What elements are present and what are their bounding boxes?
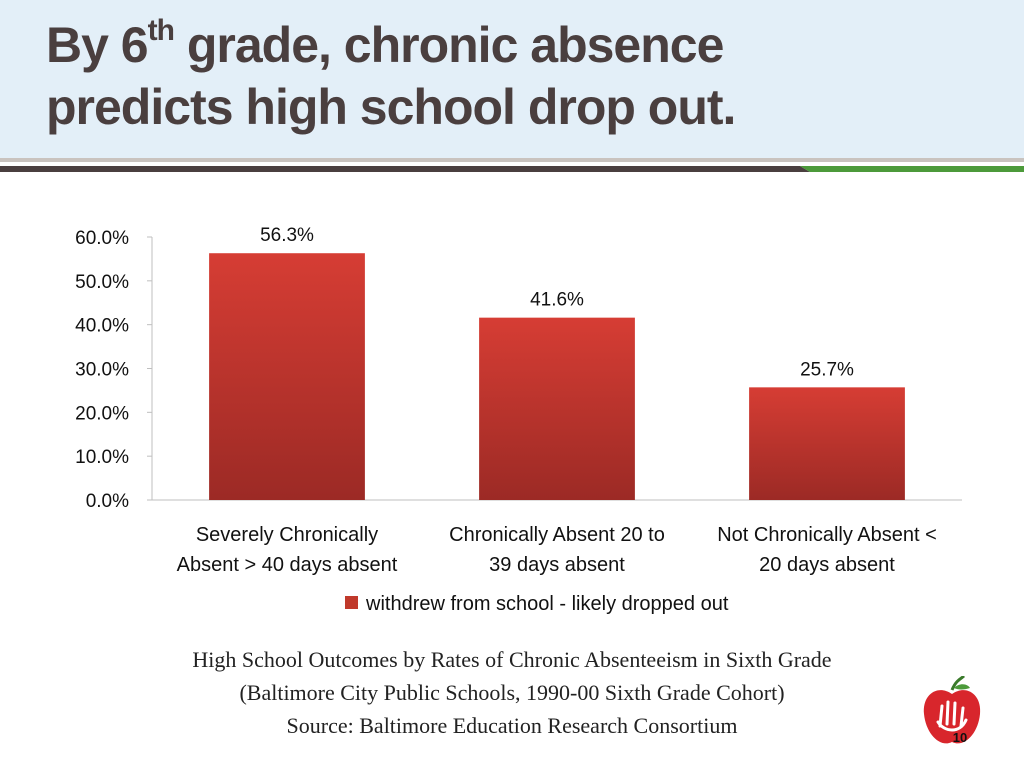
caption-line2: (Baltimore City Public Schools, 1990-00 …: [239, 680, 785, 705]
data-label: 41.6%: [530, 290, 584, 311]
bar-chart: 0.0% 10.0% 20.0% 30.0% 40.0% 50.0% 60.0% 56.3% S…: [0, 166, 1024, 615]
y-tick-label: 40.0%: [75, 316, 129, 337]
legend-label: withdrew from school - likely dropped ou…: [365, 593, 729, 615]
title-part1: By 6: [46, 17, 149, 73]
apple-logo-icon: 10: [923, 676, 981, 745]
category-label: Absent > 40 days absent: [177, 554, 398, 576]
category-label: Severely Chronically: [196, 524, 378, 546]
y-tick-label: 10.0%: [75, 447, 129, 468]
slide-title: By 6th grade, chronic absence predicts hi…: [46, 14, 736, 138]
data-label: 56.3%: [260, 225, 314, 246]
category-label: Not Chronically Absent <: [717, 524, 937, 546]
y-tick-label: 20.0%: [75, 403, 129, 424]
category-label: Chronically Absent 20 to: [449, 524, 665, 546]
header-divider: [0, 158, 1024, 162]
title-superscript: th: [147, 14, 175, 47]
chart-caption: High School Outcomes by Rates of Chronic…: [0, 643, 1024, 742]
y-tick-label: 30.0%: [75, 360, 129, 381]
caption-line3: Source: Baltimore Education Research Con…: [286, 713, 738, 738]
bar: [209, 253, 365, 500]
title-part2: grade, chronic absence: [173, 17, 725, 73]
bar: [749, 387, 905, 500]
caption-line1: High School Outcomes by Rates of Chronic…: [192, 647, 832, 672]
category-label: 39 days absent: [489, 554, 625, 576]
legend-swatch: [345, 596, 358, 609]
page-number: 10: [953, 730, 967, 745]
y-tick-label: 60.0%: [75, 228, 129, 249]
category-label: 20 days absent: [759, 554, 895, 576]
data-label: 25.7%: [800, 359, 854, 380]
header-rule-green: [800, 166, 1024, 172]
y-tick-label: 50.0%: [75, 272, 129, 293]
header-rule-dark: [0, 166, 810, 172]
bar: [479, 317, 635, 500]
y-tick-label: 0.0%: [86, 491, 129, 512]
title-line2: predicts high school drop out.: [46, 79, 736, 135]
title-banner: [0, 0, 1024, 158]
